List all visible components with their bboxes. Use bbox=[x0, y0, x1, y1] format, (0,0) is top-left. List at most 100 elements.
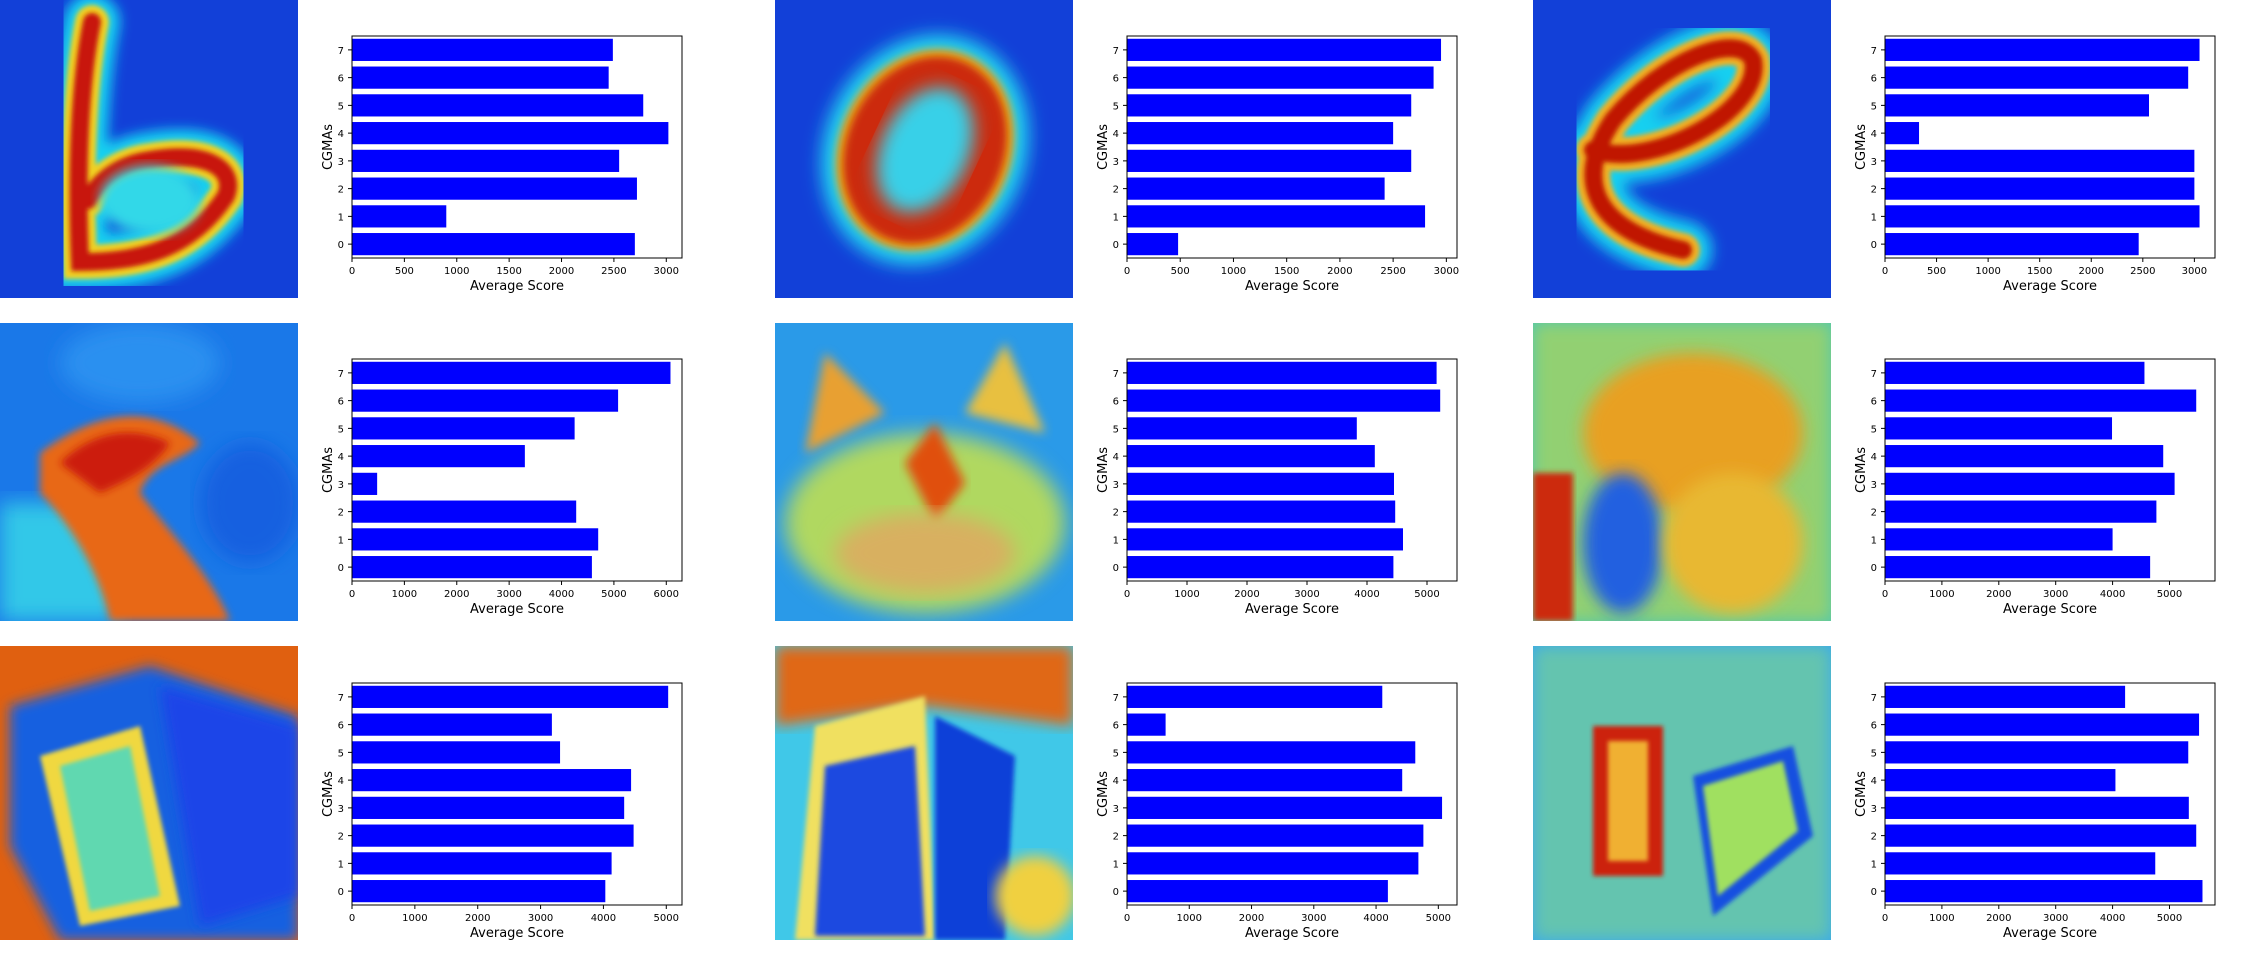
y-tick-label: 6 bbox=[1113, 74, 1119, 85]
bar-6 bbox=[352, 390, 618, 412]
y-tick-label: 0 bbox=[1113, 563, 1119, 574]
y-axis-label: CGMAs bbox=[321, 124, 336, 170]
y-tick-label: 3 bbox=[1113, 480, 1119, 491]
bar-1 bbox=[352, 205, 446, 227]
bar-7 bbox=[1127, 39, 1441, 61]
bar-0 bbox=[1885, 233, 2139, 255]
x-tick-label: 1500 bbox=[1274, 266, 1299, 277]
x-tick-label: 1000 bbox=[402, 913, 427, 924]
x-tick-label: 2000 bbox=[549, 266, 574, 277]
bar-6 bbox=[1127, 714, 1166, 736]
y-tick-label: 7 bbox=[338, 369, 344, 380]
y-tick-label: 4 bbox=[1113, 452, 1119, 463]
x-axis-label: Average Score bbox=[1245, 926, 1339, 941]
bar-chart-7: 0 1 2 3 4 5 6 7 0 1000 2000 3000 4000 5000 Average Sco… bbox=[318, 669, 668, 969]
x-axis-label: Average Score bbox=[470, 602, 564, 617]
y-tick-label: 6 bbox=[338, 74, 344, 85]
x-tick-label: 3000 bbox=[2043, 589, 2068, 600]
bar-6 bbox=[1127, 67, 1434, 89]
y-tick-label: 0 bbox=[338, 240, 344, 251]
x-tick-label: 2500 bbox=[601, 266, 626, 277]
y-tick-label: 4 bbox=[1871, 129, 1877, 140]
x-tick-label: 2000 bbox=[1327, 266, 1352, 277]
bar-1 bbox=[1885, 528, 2113, 550]
bar-3 bbox=[352, 473, 377, 495]
y-tick-label: 4 bbox=[1113, 776, 1119, 787]
y-tick-label: 0 bbox=[1871, 887, 1877, 898]
y-tick-label: 3 bbox=[1871, 804, 1877, 815]
accordion-angle-heatmap bbox=[775, 646, 1073, 944]
y-axis-label: CGMAs bbox=[321, 447, 336, 493]
bar-chart-5: 0 1 2 3 4 5 6 7 0 1000 2000 3000 4000 5000 Average Sco… bbox=[1093, 345, 1443, 645]
x-tick-label: 1000 bbox=[1177, 913, 1202, 924]
bar-5 bbox=[1885, 94, 2149, 116]
bar-0 bbox=[352, 556, 592, 578]
bar-2 bbox=[352, 501, 576, 523]
y-tick-label: 1 bbox=[1113, 212, 1119, 223]
cat-sitting-heatmap bbox=[1533, 323, 1831, 621]
y-tick-label: 2 bbox=[1113, 508, 1119, 519]
bar-4 bbox=[1127, 445, 1375, 467]
x-tick-label: 0 bbox=[1882, 913, 1888, 924]
x-tick-label: 3000 bbox=[654, 266, 679, 277]
y-tick-label: 0 bbox=[1113, 240, 1119, 251]
y-axis-label: CGMAs bbox=[1854, 771, 1869, 817]
y-tick-label: 4 bbox=[338, 776, 344, 787]
x-axis-label: Average Score bbox=[470, 926, 564, 941]
y-tick-label: 1 bbox=[1113, 535, 1119, 546]
x-tick-label: 5000 bbox=[2157, 589, 2182, 600]
y-tick-label: 1 bbox=[338, 535, 344, 546]
bar-chart-1: 0 1 2 3 4 5 6 7 0 500 1000 1500 2000 2500 3000 Average … bbox=[318, 22, 668, 322]
x-tick-label: 4000 bbox=[1354, 589, 1379, 600]
x-axis-label: Average Score bbox=[1245, 279, 1339, 294]
x-axis-label: Average Score bbox=[2003, 926, 2097, 941]
bar-1 bbox=[1127, 852, 1418, 874]
bar-2 bbox=[1885, 178, 2194, 200]
bar-0 bbox=[352, 233, 635, 255]
x-tick-label: 5000 bbox=[601, 589, 626, 600]
y-tick-label: 2 bbox=[1113, 832, 1119, 843]
y-tick-label: 0 bbox=[1113, 887, 1119, 898]
y-tick-label: 1 bbox=[1871, 535, 1877, 546]
x-tick-label: 0 bbox=[1882, 266, 1888, 277]
bar-5 bbox=[1885, 417, 2112, 439]
y-tick-label: 6 bbox=[338, 397, 344, 408]
y-tick-label: 1 bbox=[1113, 859, 1119, 870]
x-tick-label: 0 bbox=[1882, 589, 1888, 600]
x-tick-label: 2000 bbox=[1234, 589, 1259, 600]
dog-heatmap bbox=[0, 323, 298, 621]
bar-5 bbox=[1127, 94, 1411, 116]
x-tick-label: 4000 bbox=[2100, 589, 2125, 600]
bar-4 bbox=[352, 445, 525, 467]
x-tick-label: 1000 bbox=[444, 266, 469, 277]
y-tick-label: 0 bbox=[338, 887, 344, 898]
bar-3 bbox=[1127, 150, 1411, 172]
x-tick-label: 6000 bbox=[654, 589, 679, 600]
bar-2 bbox=[1885, 825, 2196, 847]
x-tick-label: 1000 bbox=[1975, 266, 2000, 277]
x-tick-label: 1000 bbox=[1929, 589, 1954, 600]
x-tick-label: 0 bbox=[349, 589, 355, 600]
bar-7 bbox=[1127, 362, 1437, 384]
y-tick-label: 5 bbox=[1113, 424, 1119, 435]
x-tick-label: 1000 bbox=[1221, 266, 1246, 277]
bar-4 bbox=[1127, 769, 1402, 791]
bar-3 bbox=[1885, 797, 2189, 819]
y-tick-label: 0 bbox=[1871, 563, 1877, 574]
y-axis-label: CGMAs bbox=[1096, 124, 1111, 170]
bar-4 bbox=[1127, 122, 1393, 144]
x-tick-label: 5000 bbox=[1426, 913, 1451, 924]
y-tick-label: 5 bbox=[1871, 424, 1877, 435]
bar-6 bbox=[352, 714, 552, 736]
x-tick-label: 2000 bbox=[1986, 913, 2011, 924]
x-tick-label: 2000 bbox=[2079, 266, 2104, 277]
x-tick-label: 3000 bbox=[1294, 589, 1319, 600]
y-tick-label: 7 bbox=[1871, 693, 1877, 704]
bar-5 bbox=[1127, 741, 1415, 763]
x-tick-label: 3000 bbox=[2043, 913, 2068, 924]
bar-0 bbox=[352, 880, 605, 902]
bar-5 bbox=[352, 94, 643, 116]
bar-7 bbox=[1885, 362, 2144, 384]
bar-3 bbox=[1127, 797, 1442, 819]
x-tick-label: 2500 bbox=[2130, 266, 2155, 277]
